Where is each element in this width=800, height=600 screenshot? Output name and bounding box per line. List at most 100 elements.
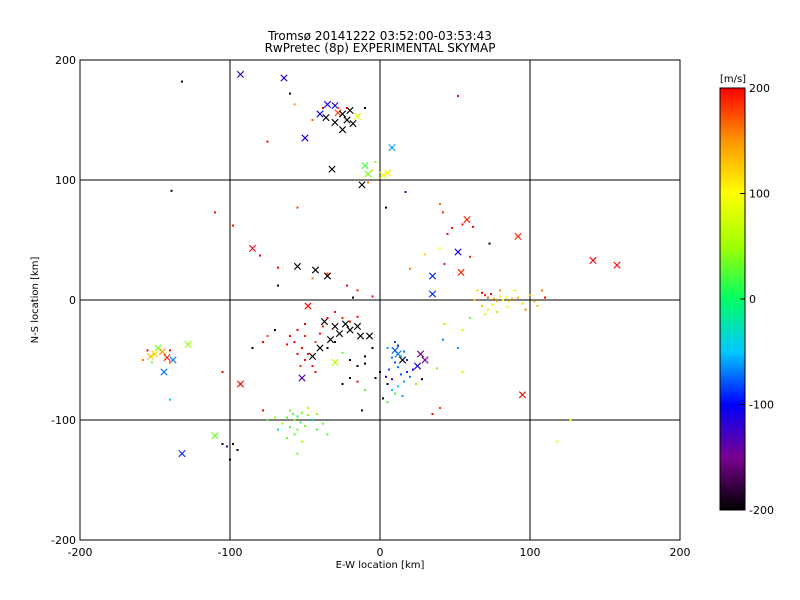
dot-marker-point — [319, 332, 321, 335]
dot-marker-point — [385, 375, 387, 378]
dot-marker-point — [391, 378, 393, 381]
dot-marker-point — [409, 267, 411, 270]
dot-marker-point — [356, 289, 359, 292]
dot-marker-point — [289, 92, 291, 95]
dot-marker-point — [484, 294, 486, 297]
dot-marker-point — [473, 299, 476, 301]
dot-marker-point — [439, 247, 441, 250]
dot-marker-point — [506, 306, 509, 309]
dot-marker-point — [341, 383, 344, 385]
dot-marker-point — [221, 443, 224, 445]
dot-marker-point — [487, 308, 489, 311]
x-marker-point — [365, 332, 374, 340]
x-marker-point — [311, 266, 320, 274]
dot-marker-point — [142, 359, 144, 361]
dot-marker-point — [403, 350, 405, 353]
x-marker-point — [463, 216, 471, 224]
dot-marker-point — [314, 371, 317, 373]
dot-marker-point — [439, 407, 441, 409]
x-marker-point — [514, 232, 522, 240]
dot-marker-point — [322, 325, 324, 328]
dot-marker-point — [457, 347, 459, 349]
x-marker-point — [356, 332, 365, 340]
x-marker-point — [293, 262, 302, 270]
dot-marker-point — [221, 371, 224, 373]
dot-marker-point — [496, 300, 498, 303]
dot-marker-point — [436, 367, 438, 370]
dot-marker-point — [484, 313, 486, 316]
dot-marker-point — [431, 413, 434, 415]
dot-marker-point — [266, 419, 269, 421]
dot-marker-point — [524, 308, 527, 311]
x-marker-point — [248, 244, 257, 252]
dot-marker-point — [529, 294, 531, 297]
dot-marker-point — [277, 266, 279, 269]
dot-marker-point — [374, 161, 377, 163]
dot-marker-point — [361, 409, 363, 412]
x-tick-label: -200 — [68, 546, 93, 559]
x-marker-point — [323, 100, 332, 108]
dot-marker-point — [292, 413, 294, 415]
dot-marker-point — [286, 437, 288, 439]
dot-marker-point — [349, 320, 351, 323]
dot-marker-point — [311, 119, 314, 121]
x-marker-point — [421, 356, 429, 364]
axis-ticks: -200 -100 0 100 200 -200 -100 0 100 200 — [51, 54, 690, 559]
dot-marker-point — [439, 203, 441, 205]
dot-marker-point — [341, 317, 344, 319]
x-marker-point — [413, 362, 422, 370]
x-marker-point — [361, 162, 369, 170]
colorbar-tick-label: -100 — [749, 399, 774, 412]
dot-marker-point — [493, 297, 495, 300]
dot-marker-point — [266, 335, 269, 337]
dot-marker-point — [391, 389, 393, 391]
dot-marker-point — [406, 359, 408, 361]
dot-marker-point — [374, 377, 377, 379]
y-tick-label: 0 — [69, 294, 76, 307]
dot-marker-point — [289, 426, 291, 429]
dot-marker-point — [169, 398, 171, 401]
dot-marker-point — [521, 302, 524, 305]
dot-marker-point — [488, 242, 491, 245]
x-marker-point — [328, 165, 336, 173]
dot-marker-point — [326, 272, 329, 275]
x-marker-point — [349, 120, 357, 128]
dot-marker-point — [356, 365, 359, 367]
dot-marker-point — [316, 413, 318, 415]
dot-marker-point — [451, 227, 453, 229]
dot-marker-point — [499, 295, 501, 298]
dot-marker-point — [337, 107, 339, 109]
x-marker-point — [346, 326, 354, 334]
dot-marker-point — [349, 377, 351, 379]
dot-marker-point — [364, 107, 366, 109]
dot-marker-point — [446, 233, 449, 235]
x-marker-point — [160, 368, 168, 376]
dot-marker-point — [367, 181, 369, 184]
dot-marker-point — [286, 416, 288, 419]
dot-marker-point — [457, 95, 459, 97]
dot-marker-point — [146, 349, 149, 352]
dot-marker-point — [341, 351, 344, 354]
dot-marker-point — [397, 385, 399, 388]
dot-marker-point — [311, 419, 314, 421]
x-marker-point — [331, 322, 339, 330]
dot-marker-point — [277, 284, 279, 287]
x-marker-point — [236, 70, 245, 78]
dot-marker-point — [386, 347, 389, 349]
x-marker-point — [353, 322, 362, 330]
colorbar-unit-label: [m/s] — [720, 74, 746, 85]
x-marker-point — [334, 109, 342, 117]
x-marker-point — [379, 171, 387, 179]
x-marker-point — [331, 118, 339, 126]
x-marker-point — [298, 374, 306, 382]
x-marker-point — [383, 169, 392, 177]
x-marker-point — [280, 74, 288, 82]
x-marker-point — [326, 336, 335, 344]
dot-marker-point — [232, 224, 234, 227]
dot-marker-point — [371, 347, 374, 349]
x-marker-point — [589, 256, 597, 264]
x-marker-point — [331, 358, 339, 366]
x-marker-point — [358, 181, 366, 189]
x-marker-point — [316, 344, 324, 352]
x-marker-point — [416, 350, 425, 358]
